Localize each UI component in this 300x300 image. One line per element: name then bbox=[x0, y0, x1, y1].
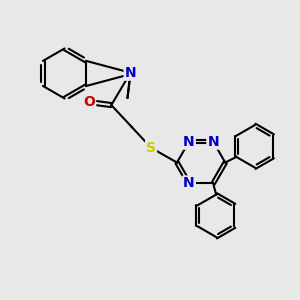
Text: N: N bbox=[183, 176, 195, 190]
Text: N: N bbox=[183, 135, 195, 148]
Text: N: N bbox=[124, 66, 136, 80]
Text: N: N bbox=[207, 135, 219, 148]
Text: S: S bbox=[146, 141, 156, 155]
Text: O: O bbox=[83, 95, 95, 109]
